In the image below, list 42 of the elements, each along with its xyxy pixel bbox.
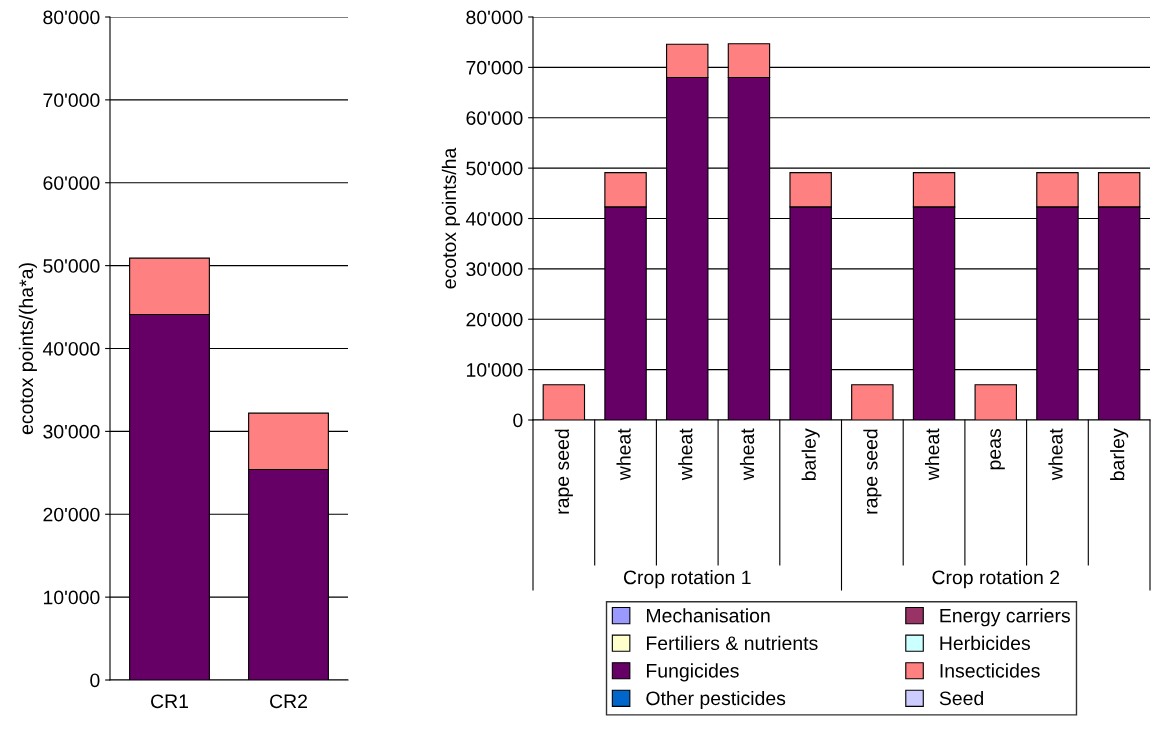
y-tick-label: 50'000 xyxy=(43,259,100,273)
y-tick-label: 20'000 xyxy=(43,507,100,522)
legend-label: Herbicides xyxy=(940,635,1030,651)
y-tick-label: 40'000 xyxy=(42,341,100,356)
x-tick-label: rape seed xyxy=(863,429,882,514)
legend-label: Mechanisation xyxy=(646,608,770,623)
x-tick-label: rape seed xyxy=(554,429,573,514)
y-tick-label: 70'000 xyxy=(466,60,523,75)
y-axis-title: ecotox points/(ha*a) xyxy=(18,263,37,435)
x-tick-label: CR1 xyxy=(151,694,188,709)
legend-label: Energy carriers xyxy=(940,608,1070,627)
legend-label: Seed xyxy=(939,690,983,706)
y-tick-label: 40'000 xyxy=(465,211,523,226)
y-tick-label: 60'000 xyxy=(43,176,100,190)
x-tick-label: wheat xyxy=(678,428,693,481)
y-tick-label: 60'000 xyxy=(466,111,523,125)
text: Crop rotation 1 xyxy=(623,570,751,589)
x-tick-label: CR2 xyxy=(270,694,307,709)
x-tick-label: barley xyxy=(801,428,820,481)
y-tick-label: 10'000 xyxy=(43,590,100,605)
y-tick-label: 30'000 xyxy=(43,424,100,439)
x-tick-label: wheat xyxy=(616,428,631,481)
x-tick-label: wheat xyxy=(739,428,755,481)
y-tick-label: 0 xyxy=(513,413,523,428)
legend-label: Other pesticides xyxy=(646,690,786,710)
y-axis-title: ecotox points/ha xyxy=(441,147,460,289)
legend-label: Fertiliers & nutrients xyxy=(646,635,818,651)
y-tick-label: 0 xyxy=(90,673,100,688)
x-tick-label: barley xyxy=(1110,428,1129,481)
x-tick-label: peas xyxy=(990,429,1005,470)
x-tick-label: wheat xyxy=(924,428,940,481)
y-tick-label: 80'000 xyxy=(466,10,523,25)
text: Crop rotation 2 xyxy=(932,570,1060,589)
y-tick-label: 30'000 xyxy=(466,262,523,277)
y-tick-label: 80'000 xyxy=(43,10,100,25)
legend-label: Insecticides xyxy=(940,663,1040,678)
y-tick-label: 20'000 xyxy=(466,312,523,327)
y-tick-label: 10'000 xyxy=(466,363,523,377)
legend-label: Fungicides xyxy=(646,663,739,682)
x-tick-label: wheat xyxy=(1048,428,1063,481)
y-tick-label: 50'000 xyxy=(466,161,523,176)
y-tick-label: 70'000 xyxy=(43,93,100,108)
